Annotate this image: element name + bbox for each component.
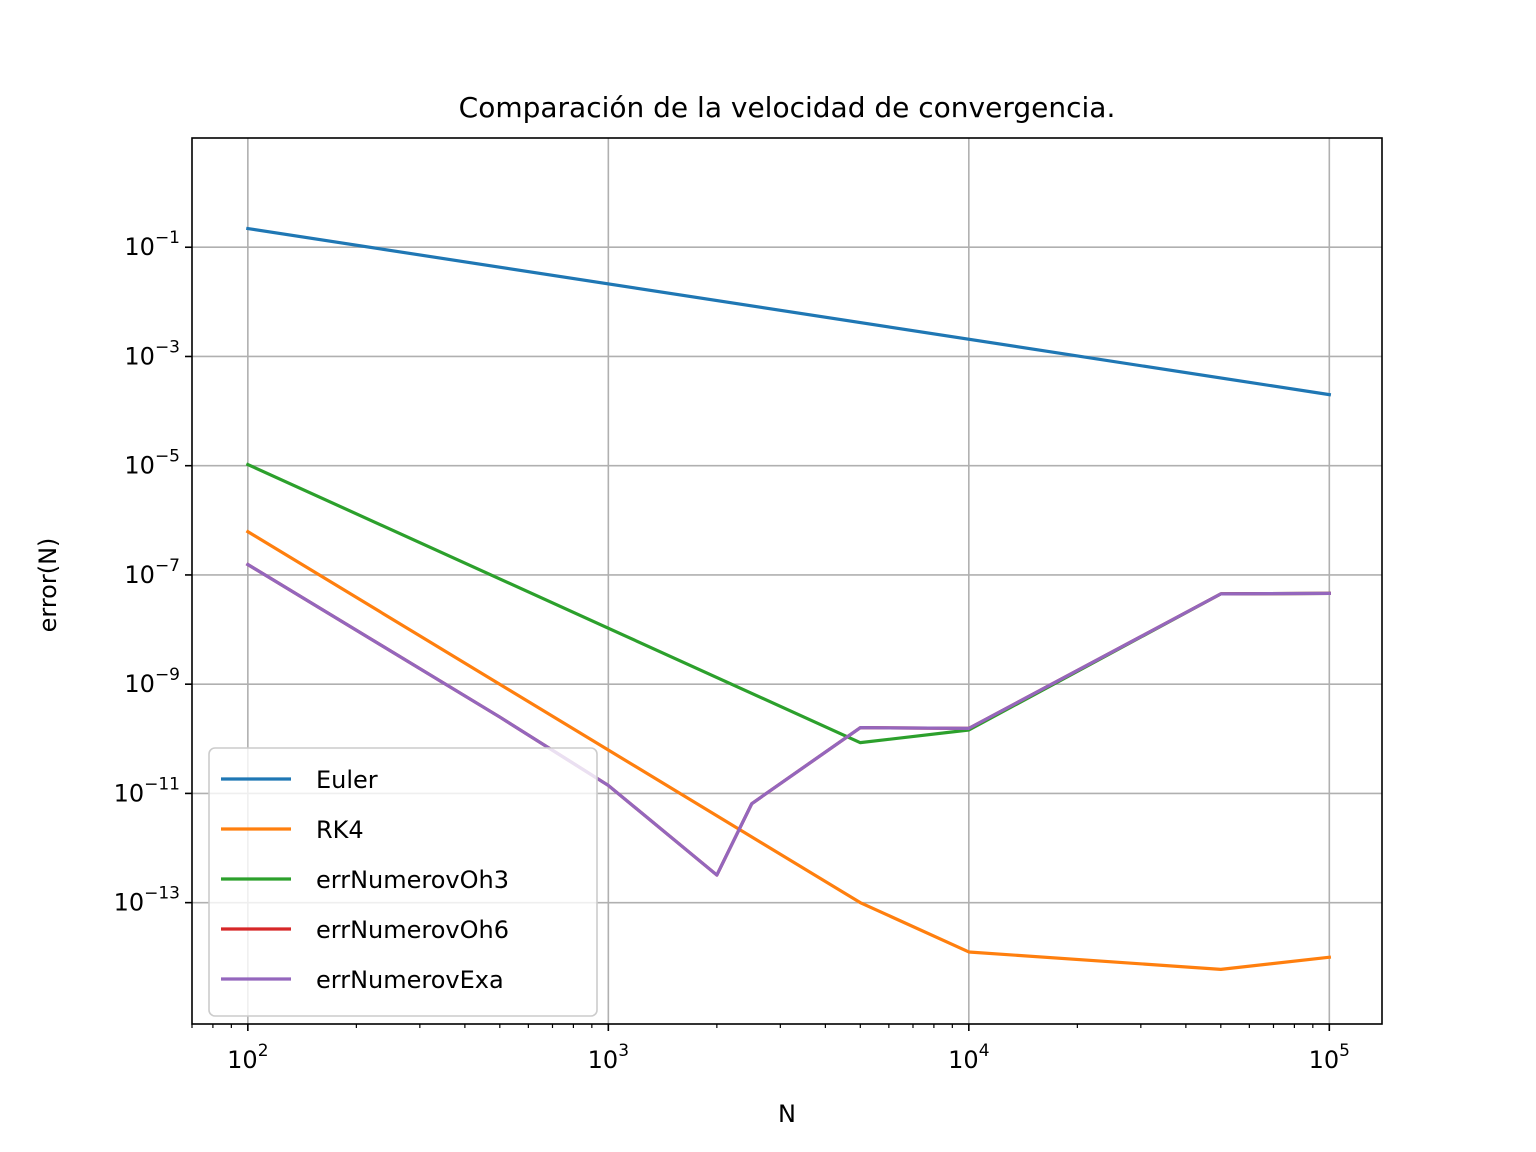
x-tick-base: 10: [948, 1046, 979, 1074]
y-tick-label: 10−7: [124, 556, 180, 589]
legend-box: [208, 747, 598, 1017]
y-tick-exponent: −3: [155, 337, 180, 357]
legend-label-errnumerovoh3: errNumerovOh3: [316, 866, 509, 894]
y-tick-exponent: −9: [155, 665, 180, 685]
y-tick-base: 10: [124, 452, 155, 480]
y-tick-base: 10: [124, 342, 155, 370]
y-tick-exponent: −1: [155, 228, 180, 248]
y-tick-label: 10−3: [124, 337, 180, 370]
y-tick-base: 10: [124, 561, 155, 589]
y-tick-label: 10−1: [124, 228, 180, 261]
y-tick-label: 10−9: [124, 665, 180, 698]
series-line-errnumerovexa: [245, 562, 1331, 877]
x-axis-label: N: [778, 1100, 796, 1128]
legend-label-errnumerovoh6: errNumerovOh6: [316, 916, 509, 944]
y-tick-base: 10: [114, 889, 145, 917]
y-tick-label: 10−11: [114, 774, 180, 807]
x-tick-exponent: 5: [1339, 1041, 1350, 1061]
legend-label-rk4: RK4: [316, 816, 364, 844]
series-layer: [245, 226, 1332, 971]
y-tick-base: 10: [114, 779, 145, 807]
x-tick-base: 10: [227, 1046, 258, 1074]
x-tick-base: 10: [588, 1046, 619, 1074]
series-line-errnumerovoh3: [245, 462, 1331, 745]
y-tick-base: 10: [124, 233, 155, 261]
y-tick-exponent: −11: [144, 774, 180, 794]
y-tick-label: 10−5: [124, 447, 180, 480]
x-tick-label: 105: [1309, 1041, 1350, 1074]
legend-label-euler: Euler: [316, 766, 378, 794]
x-tick-label: 104: [948, 1041, 989, 1074]
legend: Euler RK4 errNumerovOh3 errNumerovOh6 errNum…: [208, 747, 598, 1017]
x-tick-exponent: 2: [258, 1041, 269, 1061]
y-tick-exponent: −5: [155, 447, 180, 467]
series-line-rk4: [245, 529, 1332, 971]
y-tick-exponent: −13: [144, 884, 180, 904]
x-axis-ticks: 102 103 104 105: [227, 1024, 1350, 1074]
x-tick-base: 10: [1309, 1046, 1340, 1074]
y-tick-label: 10−13: [114, 884, 180, 917]
y-tick-base: 10: [124, 670, 155, 698]
series-line-euler: [246, 226, 1332, 397]
y-axis-label: error(N): [34, 538, 62, 633]
y-tick-exponent: −7: [155, 556, 180, 576]
chart-title: Comparación de la velocidad de convergen…: [459, 91, 1116, 124]
x-tick-label: 103: [588, 1041, 629, 1074]
legend-label-errnumerovexa: errNumerovExa: [316, 966, 504, 994]
plot-frame: [191, 137, 1383, 1025]
x-tick-label: 102: [227, 1041, 268, 1074]
x-tick-exponent: 3: [618, 1041, 629, 1061]
x-tick-exponent: 4: [979, 1041, 990, 1061]
